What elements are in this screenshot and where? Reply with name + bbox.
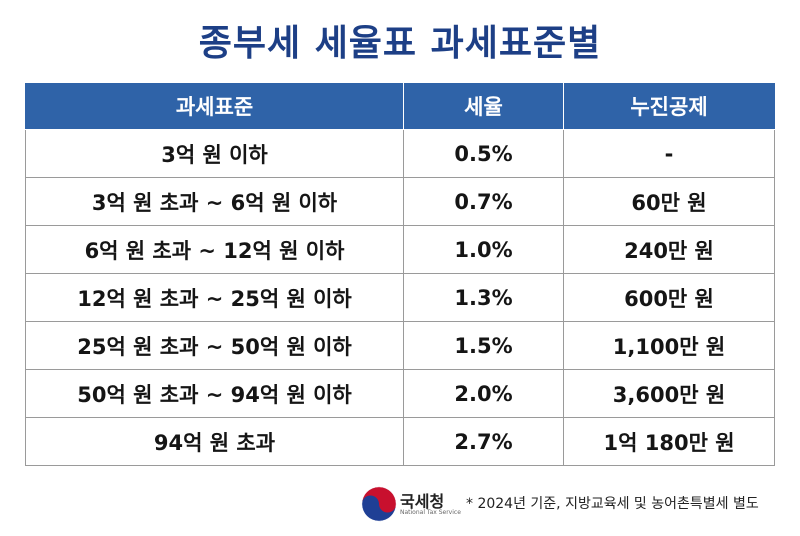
tax-rate-cell: 2.0% — [403, 369, 564, 418]
table-row: 3억 원 이하 0.5% - — [25, 129, 775, 178]
table-row: 12억 원 초과 ~ 25억 원 이하 1.3% 600만 원 — [25, 273, 775, 322]
tax-rate-cell: 2.7% — [403, 417, 564, 466]
footer: 국세청 National Tax Service * 2024년 기준, 지방교… — [0, 482, 800, 526]
national-tax-service-logo-icon — [361, 486, 397, 522]
agency-name-english: National Tax Service — [400, 509, 461, 516]
agency-name: 국세청 — [400, 492, 445, 511]
header-progressive-deduction: 누진공제 — [563, 83, 775, 130]
tax-rate-cell: 1.5% — [403, 321, 564, 370]
table-row: 3억 원 초과 ~ 6억 원 이하 0.7% 60만 원 — [25, 177, 775, 226]
deduction-cell: 3,600만 원 — [563, 369, 775, 418]
tax-base-cell: 3억 원 초과 ~ 6억 원 이하 — [25, 177, 404, 226]
tax-rate-table: 과세표준 세율 누진공제 3억 원 이하 0.5% - 3억 원 초과 ~ 6억… — [25, 83, 775, 466]
table-row: 50억 원 초과 ~ 94억 원 이하 2.0% 3,600만 원 — [25, 369, 775, 418]
deduction-cell: - — [563, 129, 775, 178]
tax-rate-cell: 0.7% — [403, 177, 564, 226]
tax-base-cell: 50억 원 초과 ~ 94억 원 이하 — [25, 369, 404, 418]
table-row: 25억 원 초과 ~ 50억 원 이하 1.5% 1,100만 원 — [25, 321, 775, 370]
header-tax-base: 과세표준 — [25, 83, 404, 130]
table-row: 6억 원 초과 ~ 12억 원 이하 1.0% 240만 원 — [25, 225, 775, 274]
tax-rate-cell: 1.0% — [403, 225, 564, 274]
tax-base-cell: 25억 원 초과 ~ 50억 원 이하 — [25, 321, 404, 370]
footnote: * 2024년 기준, 지방교육세 및 농어촌특별세 별도 — [466, 496, 759, 512]
table-header-row: 과세표준 세율 누진공제 — [25, 83, 775, 130]
tax-base-cell: 6억 원 초과 ~ 12억 원 이하 — [25, 225, 404, 274]
deduction-cell: 240만 원 — [563, 225, 775, 274]
tax-base-cell: 94억 원 초과 — [25, 417, 404, 466]
page-title: 종부세 세율표 과세표준별 — [198, 23, 602, 64]
tax-base-cell: 12억 원 초과 ~ 25억 원 이하 — [25, 273, 404, 322]
table-row: 94억 원 초과 2.7% 1억 180만 원 — [25, 417, 775, 466]
deduction-cell: 1억 180만 원 — [563, 417, 775, 466]
tax-rate-cell: 1.3% — [403, 273, 564, 322]
deduction-cell: 60만 원 — [563, 177, 775, 226]
header-tax-rate: 세율 — [403, 83, 564, 130]
deduction-cell: 600만 원 — [563, 273, 775, 322]
deduction-cell: 1,100만 원 — [563, 321, 775, 370]
tax-rate-cell: 0.5% — [403, 129, 564, 178]
tax-base-cell: 3억 원 이하 — [25, 129, 404, 178]
